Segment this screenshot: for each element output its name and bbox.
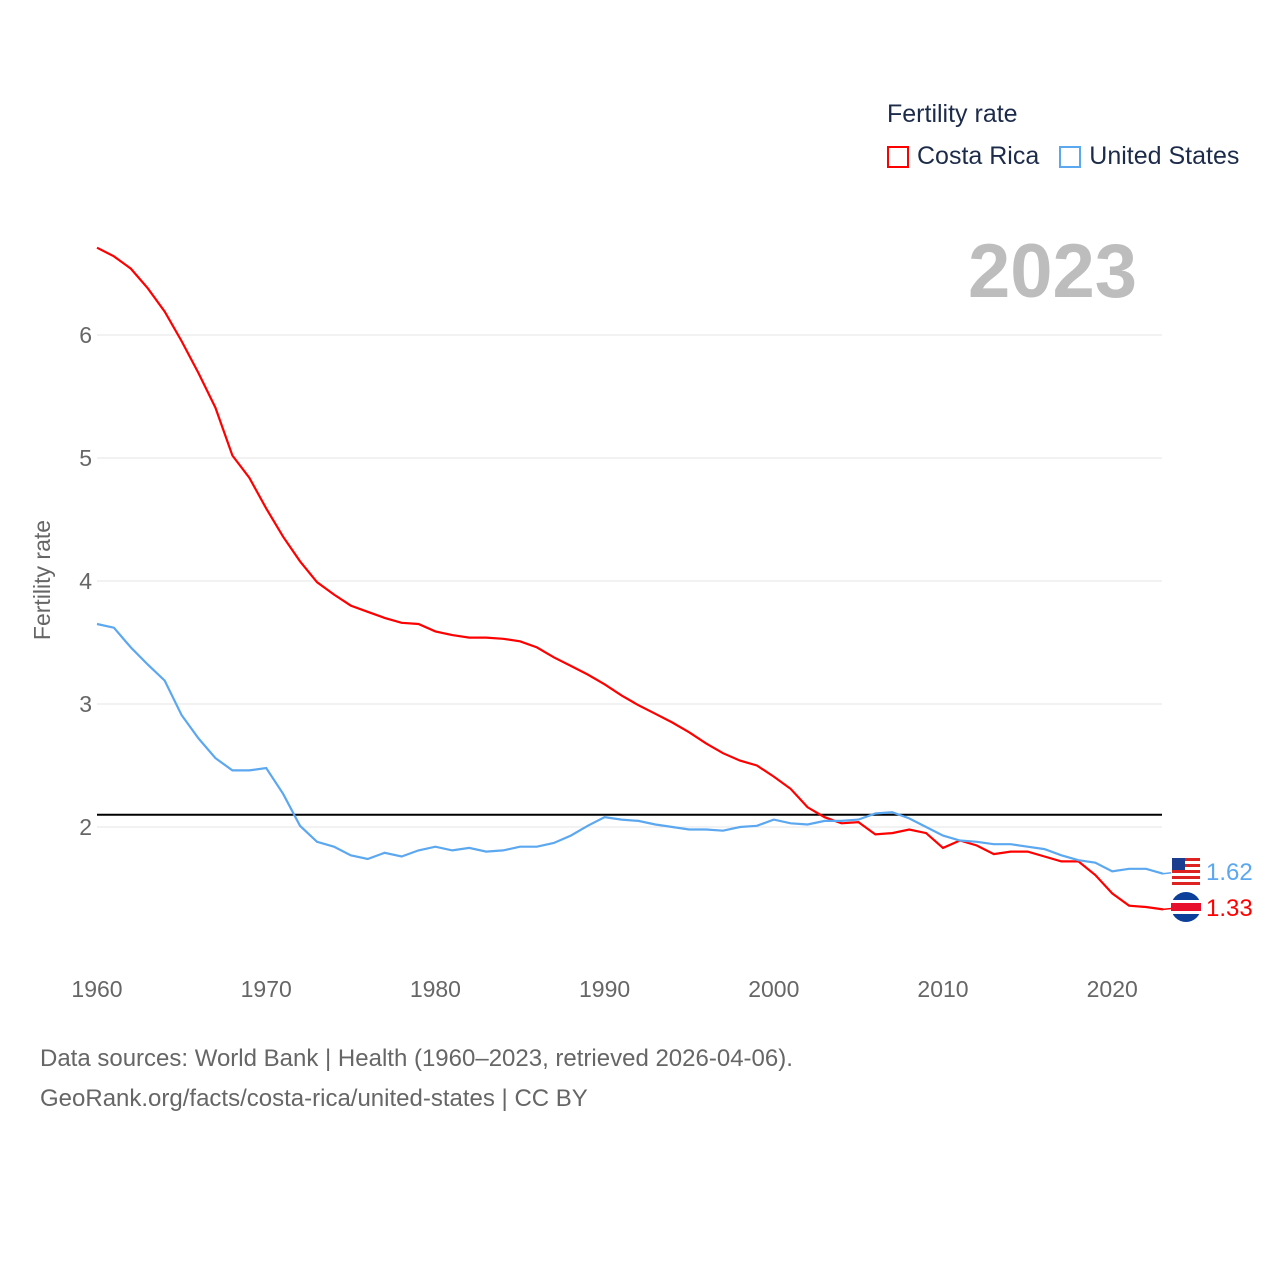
series-line-costa-rica (96, 246, 1164, 911)
flag-stripe (1172, 876, 1200, 879)
year-label: 2023 (968, 229, 1138, 314)
legend-label-united-states: United States (1089, 142, 1240, 170)
flag-stripe (1172, 858, 1200, 861)
source-link[interactable]: GeoRank.org/facts/costa-rica/united-stat… (40, 1085, 588, 1112)
x-tick-label: 2000 (748, 976, 799, 1002)
y-axis-label: Fertility rate (29, 520, 55, 640)
series-line-united-states (96, 622, 1164, 875)
legend-item-united-states[interactable]: United States (1059, 142, 1239, 171)
x-tick-label: 1960 (71, 976, 122, 1002)
x-tick-label: 2020 (1087, 976, 1138, 1002)
legend-title: Fertility rate (887, 100, 1018, 128)
legend-swatch-united-states (1059, 145, 1082, 168)
flag-stripe (1172, 882, 1200, 885)
flag-stripe (1172, 864, 1200, 867)
x-tick-label: 1980 (410, 976, 461, 1002)
flag-stripe (1172, 870, 1200, 873)
x-tick-label: 2010 (917, 976, 968, 1002)
y-tick-label: 4 (79, 568, 92, 594)
y-tick-label: 5 (79, 445, 92, 471)
x-tick-label: 1990 (579, 976, 630, 1002)
legend-swatch-costa-rica (887, 145, 909, 168)
flag-canton (1172, 858, 1185, 870)
legend: Costa Rica United States (887, 142, 1239, 171)
end-value-label-united-states: 1.62 (1206, 859, 1253, 886)
flag-stripe (1171, 903, 1201, 911)
y-tick-label: 2 (79, 814, 92, 840)
data-sources: Data sources: World Bank | Health (1960–… (40, 1045, 793, 1072)
end-value-label-costa-rica: 1.33 (1206, 895, 1253, 922)
y-tick-label: 3 (79, 691, 92, 717)
y-tick-label: 6 (79, 322, 92, 348)
legend-item-costa-rica[interactable]: Costa Rica (887, 142, 1039, 171)
legend-label-costa-rica: Costa Rica (917, 142, 1040, 170)
x-tick-label: 1970 (241, 976, 292, 1002)
